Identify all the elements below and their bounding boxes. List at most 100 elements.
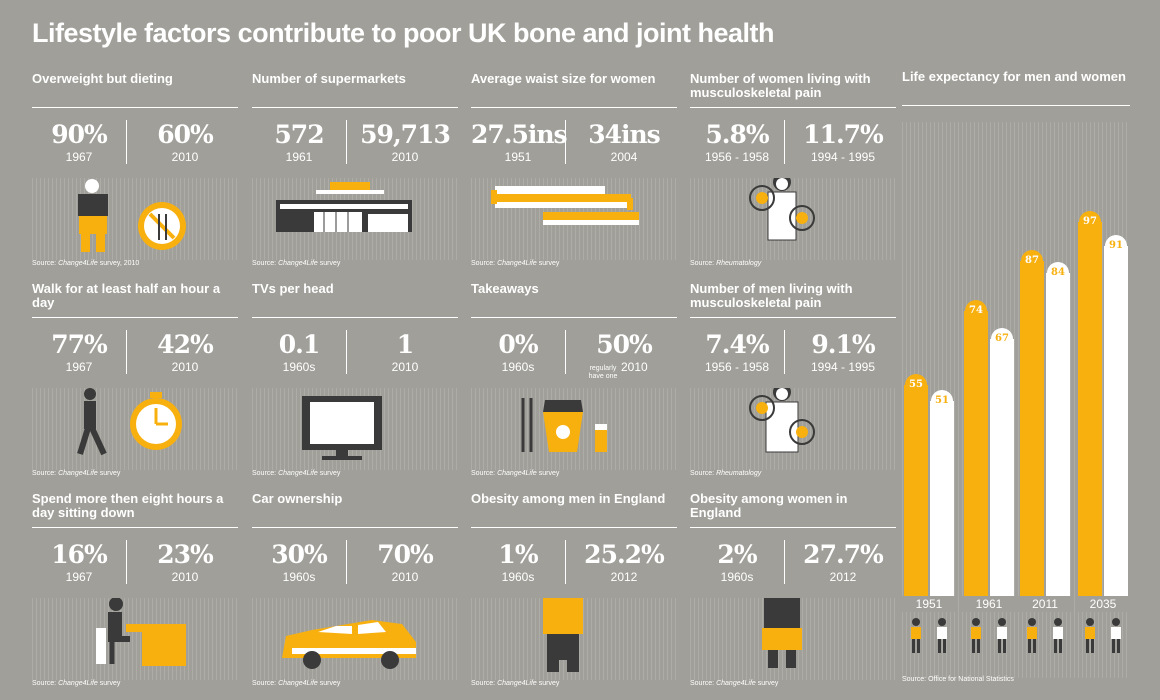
panel-illustration	[471, 178, 677, 265]
left-year: 1967	[65, 570, 93, 584]
left-value: 0.1	[278, 330, 321, 359]
panel-illustration	[471, 582, 677, 685]
panel-title: Obesity among women in England	[690, 491, 848, 520]
stat-panel: Number of women living with musculoskele…	[690, 72, 896, 277]
value-divider	[346, 330, 347, 374]
right-year: 2010	[391, 360, 419, 374]
right-year: 2010	[171, 150, 199, 164]
value-divider	[565, 330, 566, 374]
stat-panel: Walk for at least half an hour a day 77%…	[32, 282, 238, 487]
right-value: 50%	[596, 330, 653, 359]
life-expectancy-bar	[990, 338, 1014, 598]
stat-panel: Overweight but dieting 90% 60% 1967 2010…	[32, 72, 238, 277]
panel-source: Source: Change4Life survey	[32, 680, 121, 687]
right-value: 59,713	[360, 120, 451, 149]
chart-source: Source: Office for National Statistics	[902, 676, 1014, 683]
right-year: 2010	[391, 150, 419, 164]
left-value: 572	[274, 120, 324, 149]
right-value: 27.7%	[803, 540, 884, 569]
stat-panel: Obesity among women in England 2% 27.7% …	[690, 492, 896, 697]
bar-value-label: 55	[905, 374, 927, 397]
stat-panel: Spend more then eight hours a day sittin…	[32, 492, 238, 697]
man-icon	[1024, 618, 1040, 656]
panel-rule	[690, 317, 896, 318]
panel-rule	[32, 317, 238, 318]
panel-illustration	[690, 173, 896, 265]
page-title: Lifestyle factors contribute to poor UK …	[32, 18, 775, 48]
panel-source: Source: Change4Life survey, 2010	[32, 260, 140, 267]
value-divider	[126, 540, 127, 584]
left-year: 1960s	[720, 570, 754, 584]
bar-value-label: 51	[931, 389, 953, 412]
illustration-background	[32, 598, 238, 680]
bar-value-label: 74	[965, 300, 987, 323]
bar-value-label: 97	[1079, 211, 1101, 234]
panel-source: Source: Change4Life survey	[32, 470, 121, 477]
life-expectancy-bar	[1078, 222, 1102, 598]
left-year: 1960s	[282, 570, 316, 584]
chart-title: Life expectancy for men and women	[902, 69, 1126, 84]
stat-panel: Number of supermarkets 572 59,713 1961 2…	[252, 72, 458, 277]
right-value: 70%	[377, 540, 434, 569]
left-year: 1960s	[282, 360, 316, 374]
panel-rule	[252, 317, 458, 318]
panel-title: TVs per head	[252, 281, 334, 296]
category-label: 2035	[1076, 596, 1130, 612]
left-year: 1961	[285, 150, 313, 164]
panel-illustration	[252, 598, 458, 685]
right-year: 2010	[621, 360, 648, 374]
left-year: 1956 - 1958	[704, 360, 770, 374]
stat-panel: Car ownership 30% 70% 1960s 2010 Source:…	[252, 492, 458, 697]
right-value: 9.1%	[811, 330, 875, 359]
panel-illustration	[32, 597, 238, 685]
panel-rule	[252, 527, 458, 528]
illustration-background	[32, 178, 238, 260]
right-value: 11.7%	[803, 120, 884, 149]
panel-source: Source: Change4Life survey	[252, 470, 341, 477]
left-value: 1%	[498, 540, 538, 569]
panel-title: Obesity among men in England	[471, 491, 666, 506]
value-divider	[784, 330, 785, 374]
value-divider	[784, 120, 785, 164]
panel-rule	[471, 527, 677, 528]
man-icon	[908, 618, 924, 656]
panel-source: Source: Change4Life survey	[471, 680, 560, 687]
panel-source: Source: Rheumatology	[690, 260, 762, 267]
panel-rule	[471, 317, 677, 318]
left-value: 30%	[271, 540, 328, 569]
right-year: 2012	[829, 570, 857, 584]
panel-illustration	[690, 580, 896, 685]
stat-panel: Number of men living with musculoskeleta…	[690, 282, 896, 487]
panel-title: Overweight but dieting	[32, 71, 173, 86]
right-year: 2010	[171, 360, 199, 374]
man-icon	[1082, 618, 1098, 656]
panel-source: Source: Change4Life survey	[690, 680, 779, 687]
panel-illustration	[471, 388, 677, 475]
panel-rule	[471, 107, 677, 108]
panel-illustration	[32, 178, 238, 265]
left-value: 5.8%	[705, 120, 769, 149]
value-divider	[565, 120, 566, 164]
value-divider	[126, 120, 127, 164]
right-year: 1994 - 1995	[810, 150, 876, 164]
panel-title: Spend more then eight hours a day sittin…	[32, 491, 224, 520]
panel-source: Source: Change4Life survey	[471, 470, 560, 477]
life-expectancy-bar	[964, 311, 988, 598]
chart-rule	[902, 105, 1130, 106]
right-note: regularly have one	[588, 365, 618, 380]
life-expectancy-bar	[904, 385, 928, 598]
panel-title: Walk for at least half an hour a day	[32, 281, 221, 310]
category-label: 1951	[902, 596, 956, 612]
stat-panel: TVs per head 0.1 1 1960s 2010 Source: Ch…	[252, 282, 458, 487]
value-divider	[784, 540, 785, 584]
right-value: 42%	[157, 330, 214, 359]
bar-value-label: 91	[1105, 234, 1127, 257]
panel-illustration	[252, 178, 458, 265]
panel-source: Source: Change4Life survey	[471, 260, 560, 267]
panel-rule	[252, 107, 458, 108]
right-value: 25.2%	[584, 540, 665, 569]
value-divider	[565, 540, 566, 584]
value-divider	[346, 120, 347, 164]
right-value: 60%	[157, 120, 214, 149]
stat-panel: Obesity among men in England 1% 25.2% 19…	[471, 492, 677, 697]
